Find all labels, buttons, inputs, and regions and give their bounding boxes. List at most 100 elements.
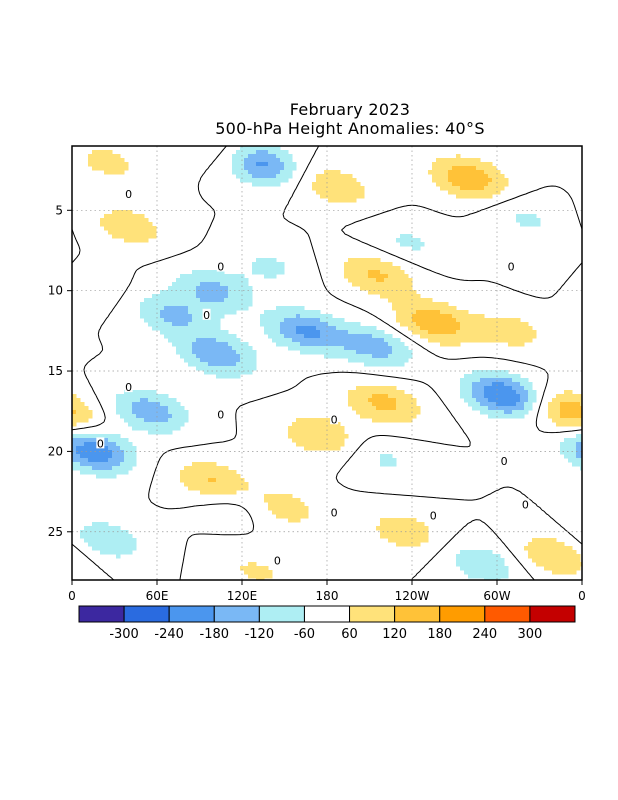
anomaly-cell [440, 178, 445, 183]
anomaly-cell [268, 270, 273, 275]
anomaly-cell [464, 570, 469, 575]
anomaly-cell [244, 286, 249, 291]
anomaly-cell [484, 386, 489, 391]
anomaly-cell [380, 522, 385, 527]
colorbar-swatch [258, 605, 305, 623]
anomaly-cell [276, 146, 281, 151]
anomaly-cell [156, 318, 161, 323]
anomaly-cell [124, 166, 129, 171]
anomaly-cell [104, 462, 109, 467]
anomaly-cell [116, 210, 121, 215]
anomaly-cell [392, 522, 397, 527]
anomaly-cell [316, 438, 321, 443]
anomaly-cell [76, 434, 81, 439]
anomaly-cell [176, 290, 181, 295]
anomaly-cell [476, 190, 481, 195]
anomaly-cell [92, 154, 97, 159]
anomaly-cell [388, 362, 393, 367]
anomaly-cell [308, 334, 313, 339]
anomaly-cell [248, 370, 253, 375]
anomaly-cell [488, 570, 493, 575]
anomaly-cell [368, 342, 373, 347]
anomaly-cell [372, 278, 377, 283]
anomaly-cell [444, 310, 449, 315]
anomaly-cell [292, 518, 297, 523]
anomaly-cell [172, 322, 177, 327]
anomaly-cell [372, 350, 377, 355]
anomaly-cell [132, 238, 137, 243]
anomaly-cell [332, 174, 337, 179]
anomaly-cell [252, 150, 257, 155]
anomaly-cell [564, 554, 569, 559]
anomaly-cell [524, 386, 529, 391]
anomaly-cell [128, 226, 133, 231]
anomaly-cell [408, 286, 413, 291]
anomaly-cell [500, 562, 505, 567]
anomaly-cell [172, 318, 177, 323]
anomaly-cell [404, 358, 409, 363]
anomaly-cell [348, 190, 353, 195]
anomaly-cell [116, 162, 121, 167]
anomaly-cell [176, 410, 181, 415]
anomaly-cell [244, 290, 249, 295]
anomaly-cell [152, 326, 157, 331]
anomaly-cell [404, 302, 409, 307]
anomaly-cell [200, 330, 205, 335]
anomaly-cell [324, 170, 329, 175]
anomaly-cell [256, 158, 261, 163]
anomaly-cell [472, 326, 477, 331]
anomaly-cell [440, 162, 445, 167]
anomaly-cell [204, 462, 209, 467]
anomaly-cell [220, 290, 225, 295]
anomaly-cell [272, 274, 277, 279]
anomaly-cell [196, 366, 201, 371]
anomaly-cell [404, 350, 409, 355]
anomaly-cell [244, 570, 249, 575]
anomaly-cell [72, 442, 77, 447]
anomaly-cell [568, 446, 573, 451]
anomaly-cell [196, 466, 201, 471]
anomaly-cell [516, 382, 521, 387]
anomaly-cell [336, 342, 341, 347]
anomaly-cell [100, 458, 105, 463]
anomaly-cell [208, 270, 213, 275]
anomaly-cell [392, 338, 397, 343]
anomaly-cell [272, 310, 277, 315]
anomaly-cell [128, 230, 133, 235]
anomaly-cell [528, 214, 533, 219]
anomaly-cell [144, 410, 149, 415]
anomaly-cell [412, 294, 417, 299]
anomaly-cell [480, 382, 485, 387]
anomaly-cell [392, 386, 397, 391]
anomaly-cell [180, 342, 185, 347]
anomaly-cell [512, 382, 517, 387]
anomaly-cell [316, 190, 321, 195]
anomaly-cell [224, 294, 229, 299]
anomaly-cell [444, 338, 449, 343]
anomaly-cell [304, 418, 309, 423]
anomaly-cell [512, 342, 517, 347]
anomaly-cell [532, 218, 537, 223]
anomaly-cell [224, 474, 229, 479]
anomaly-cell [352, 182, 357, 187]
anomaly-cell [308, 434, 313, 439]
anomaly-cell [160, 398, 165, 403]
anomaly-cell [92, 546, 97, 551]
anomaly-cell [228, 306, 233, 311]
anomaly-cell [144, 422, 149, 427]
anomaly-cell [224, 366, 229, 371]
anomaly-cell [208, 482, 213, 487]
anomaly-cell [96, 462, 101, 467]
anomaly-cell [124, 530, 129, 535]
anomaly-cell [156, 322, 161, 327]
anomaly-cell [196, 274, 201, 279]
anomaly-cell [124, 438, 129, 443]
anomaly-cell [372, 338, 377, 343]
anomaly-cell [380, 350, 385, 355]
anomaly-cell [228, 358, 233, 363]
anomaly-cell [360, 258, 365, 263]
anomaly-cell [116, 158, 121, 163]
anomaly-cell [168, 426, 173, 431]
anomaly-cell [492, 370, 497, 375]
anomaly-cell [168, 318, 173, 323]
